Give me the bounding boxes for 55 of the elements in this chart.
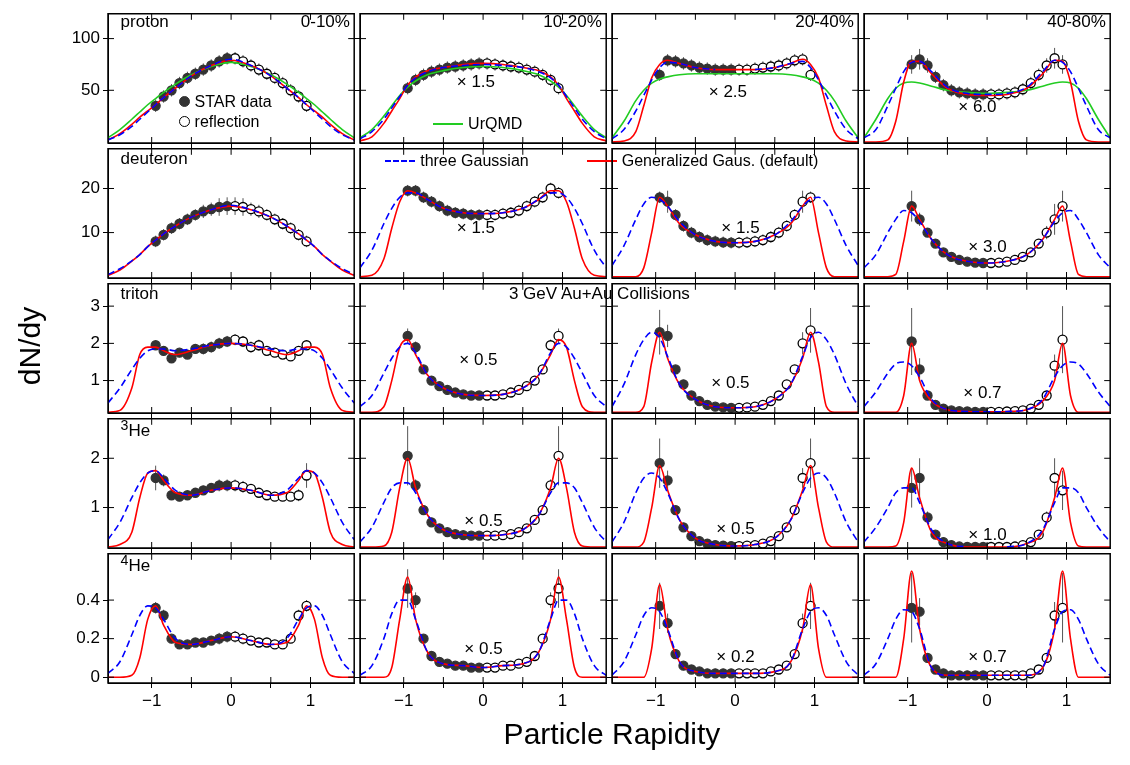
y-tick-label: 20 [81,178,100,198]
annotation: 40-80% [1047,11,1106,32]
annotation: × 0.7 [963,382,1002,403]
y-tick-label: 0.4 [76,589,100,609]
annotation: proton [120,11,169,32]
legend-label: Generalized Gaus. (default) [621,151,819,170]
x-tick-label: 1 [1061,690,1072,710]
annotation: × 0.2 [716,647,755,668]
x-tick-label: 0 [226,690,236,710]
y-tick-label: 2 [90,333,100,353]
annotation: × 1.5 [721,218,760,239]
x-tick-label: −1 [141,690,162,710]
y-tick-label: 0 [90,666,100,686]
annotation: × 0.5 [711,373,750,394]
annotation: × 6.0 [958,96,997,117]
annotation: 0-10% [300,11,350,32]
x-tick-label: 0 [478,690,488,710]
legend-label: STAR data [194,92,272,111]
y-tick-label: 0.2 [76,628,100,648]
y-tick-label: 1 [90,497,100,517]
annotation: 10-20% [543,11,602,32]
x-tick-label: −1 [645,690,666,710]
annotation: deuteron [120,149,188,170]
y-axis-title: dN/dy [13,306,47,385]
annotation: × 3.0 [968,236,1007,257]
annotation: × 0.5 [464,639,503,660]
annotation: × 0.7 [968,647,1007,668]
annotation: triton [120,284,159,305]
annotation: × 0.5 [459,350,498,371]
annotation: $^{3}$He [120,416,151,442]
annotation: $^{4}$He [120,551,151,577]
y-tick-label: 100 [71,28,100,48]
x-tick-label: 0 [982,690,992,710]
annotation: × 0.5 [464,511,503,531]
legend-label: UrQMD [468,115,523,134]
annotation: 20-40% [795,11,854,32]
legend-label: reflection [194,112,260,131]
y-tick-label: 10 [81,222,100,242]
x-tick-label: 1 [557,690,568,710]
y-tick-label: 1 [90,370,100,390]
legend-label: three Gaussian [420,151,529,170]
y-tick-label: 3 [90,295,100,315]
annotation: × 0.5 [716,519,755,540]
annotation: × 1.0 [968,524,1007,545]
x-tick-label: 1 [809,690,820,710]
annotation: × 1.5 [456,218,496,239]
x-tick-label: −1 [897,690,918,710]
x-axis-title: Particle Rapidity [503,717,721,751]
x-tick-label: 0 [730,690,740,710]
x-tick-label: −1 [393,690,414,710]
annotation: × 1.5 [456,72,496,93]
annotation: × 2.5 [708,81,748,102]
x-tick-label: 1 [305,690,316,710]
y-tick-label: 50 [81,79,100,99]
y-tick-label: 2 [90,447,100,467]
